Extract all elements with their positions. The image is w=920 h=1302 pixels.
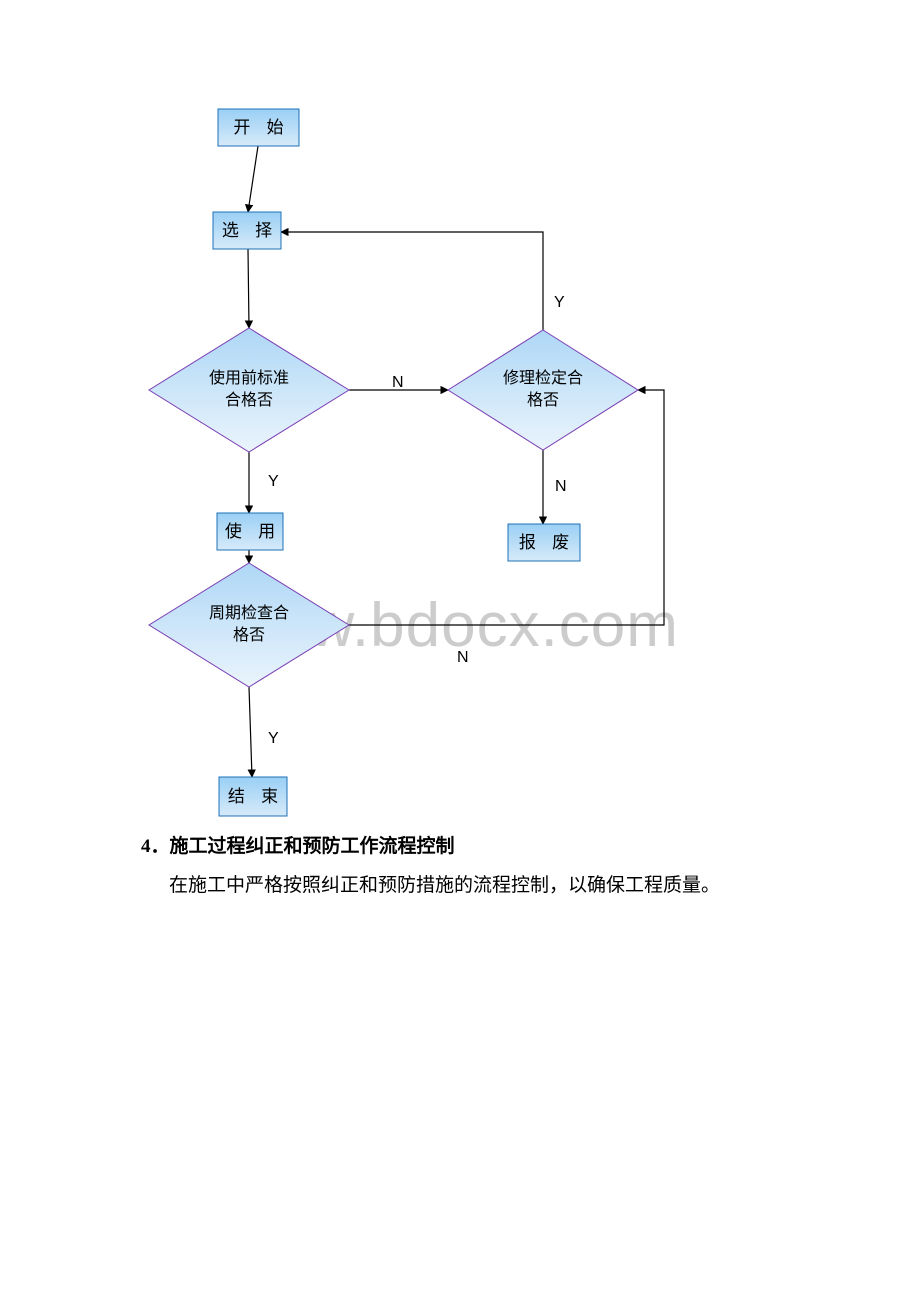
node-repairok-label: 修理检定合 格否 xyxy=(503,368,583,413)
node-preok-label: 使用前标准 合格否 xyxy=(209,368,289,413)
edge-label-cycleok-n: N xyxy=(457,649,469,667)
section-heading: 4．施工过程纠正和预防工作流程控制 xyxy=(141,832,455,862)
flowchart-canvas: www.bdocx.com xyxy=(0,0,920,1302)
node-select: 选 择 xyxy=(213,212,281,249)
edge-label-preok-y: Y xyxy=(268,473,279,491)
edge-label-repairok-n: N xyxy=(555,478,567,496)
node-preok: 使用前标准 合格否 xyxy=(149,328,349,452)
node-scrap: 报 废 xyxy=(508,524,580,561)
heading-text: 施工过程纠正和预防工作流程控制 xyxy=(170,836,455,857)
edge-repairok-select xyxy=(281,232,543,330)
node-cycleok-label: 周期检查合 格否 xyxy=(209,603,289,648)
node-end: 结 束 xyxy=(219,777,287,816)
node-cycleok: 周期检查合 格否 xyxy=(149,563,349,687)
node-use: 使 用 xyxy=(217,513,283,550)
edge-start-select xyxy=(248,146,258,212)
node-start-label: 开 始 xyxy=(233,119,289,136)
edge-label-cycleok-y: Y xyxy=(268,730,279,748)
edge-label-repairok-y: Y xyxy=(554,294,565,312)
node-select-label: 选 择 xyxy=(222,222,278,239)
node-repairok: 修理检定合 格否 xyxy=(448,330,638,450)
node-use-label: 使 用 xyxy=(225,523,281,540)
edge-label-preok-n: N xyxy=(392,374,404,392)
node-scrap-label: 报 废 xyxy=(519,534,575,551)
heading-prefix: 4． xyxy=(141,836,170,857)
node-end-label: 结 束 xyxy=(228,788,284,805)
section-paragraph: 在施工中严格按照纠正和预防措施的流程控制，以确保工程质量。 xyxy=(169,871,720,901)
edge-select-preok xyxy=(248,249,249,328)
node-start: 开 始 xyxy=(218,109,299,146)
edge-cycleok-end xyxy=(249,687,252,777)
